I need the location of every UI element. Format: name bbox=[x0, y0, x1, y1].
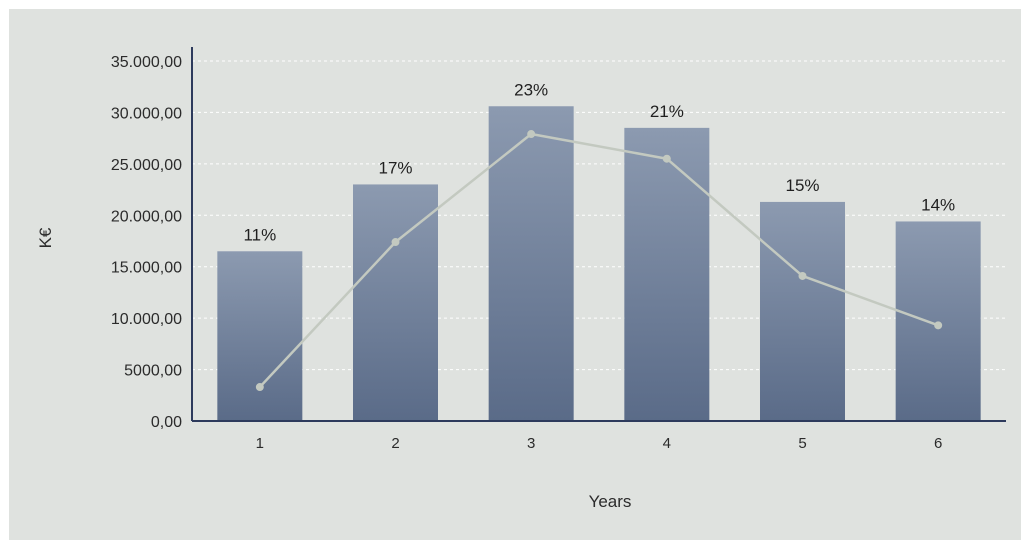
y-tick-label: 35.000,00 bbox=[111, 54, 182, 71]
y-tick-label: 0,00 bbox=[151, 414, 182, 431]
trend-line-path bbox=[258, 132, 939, 388]
bars bbox=[217, 106, 981, 421]
trend-line-point bbox=[934, 321, 943, 330]
x-tick-label: 2 bbox=[391, 435, 399, 452]
bar-data-label: 21% bbox=[650, 102, 684, 121]
trend-line-point bbox=[527, 130, 536, 139]
bar-data-label: 17% bbox=[378, 158, 412, 177]
x-tick-label: 1 bbox=[256, 435, 264, 452]
trend-line-point bbox=[798, 271, 807, 280]
trend-line-point bbox=[255, 383, 264, 392]
y-tick-label: 25.000,00 bbox=[111, 157, 182, 174]
bar bbox=[624, 127, 710, 421]
x-tick-label: 3 bbox=[527, 435, 535, 452]
y-tick-label: 15.000,00 bbox=[111, 260, 182, 277]
bar-data-label: 15% bbox=[785, 176, 819, 195]
x-tick-label: 6 bbox=[934, 435, 942, 452]
labels: 0,005000,0010.000,0015.000,0020.000,0025… bbox=[111, 54, 955, 452]
y-axis-title: K€ bbox=[36, 227, 55, 248]
trend-line-point bbox=[391, 238, 400, 247]
y-tick-label: 20.000,00 bbox=[111, 208, 182, 225]
bar-data-label: 23% bbox=[514, 80, 548, 99]
bar bbox=[353, 184, 438, 421]
bar-data-label: 11% bbox=[243, 225, 276, 244]
bar bbox=[488, 106, 574, 421]
trend-line bbox=[255, 130, 943, 392]
bar bbox=[217, 251, 303, 421]
bar bbox=[760, 201, 845, 421]
trend-line-point bbox=[662, 154, 671, 163]
y-tick-label: 5000,00 bbox=[124, 363, 182, 380]
x-tick-label: 5 bbox=[798, 435, 806, 452]
x-axis-title: Years bbox=[589, 492, 632, 511]
bar bbox=[895, 221, 981, 421]
y-tick-label: 10.000,00 bbox=[111, 311, 182, 328]
grid-lines bbox=[192, 60, 1006, 371]
bar-data-label: 14% bbox=[921, 195, 955, 214]
x-tick-label: 4 bbox=[663, 435, 671, 452]
y-tick-label: 30.000,00 bbox=[111, 105, 182, 122]
axes bbox=[191, 47, 1006, 422]
